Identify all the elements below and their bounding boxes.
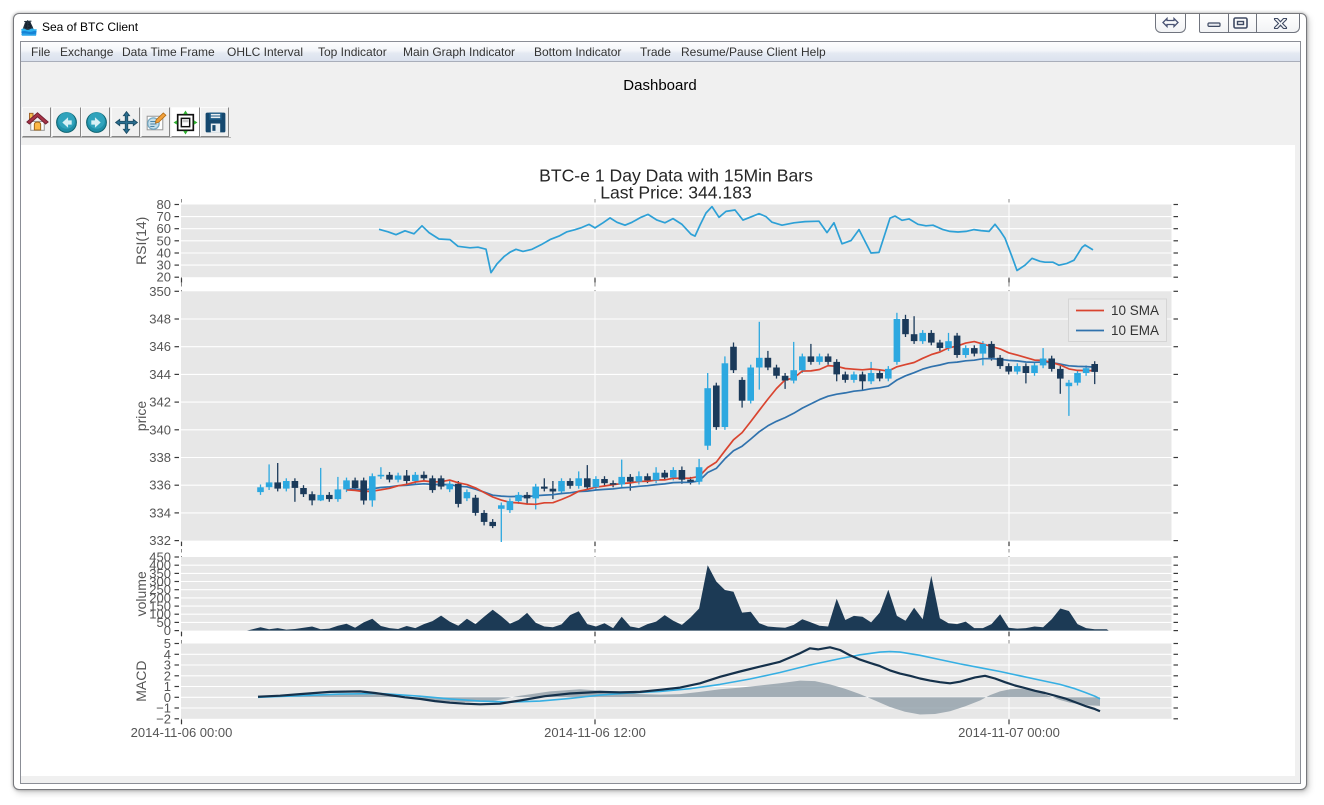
svg-text:1: 1 bbox=[164, 679, 171, 694]
svg-text:450: 450 bbox=[149, 550, 171, 565]
svg-text:2014-11-07 00:00: 2014-11-07 00:00 bbox=[958, 725, 1060, 740]
svg-text:250: 250 bbox=[149, 582, 171, 597]
svg-text:100: 100 bbox=[149, 607, 171, 622]
svg-text:60: 60 bbox=[157, 221, 171, 236]
svg-text:344: 344 bbox=[149, 367, 171, 382]
svg-text:20: 20 bbox=[157, 270, 171, 285]
svg-text:BTC-e 1 Day Data with 15Min Ba: BTC-e 1 Day Data with 15Min Bars bbox=[539, 166, 813, 186]
svg-text:346: 346 bbox=[149, 339, 171, 354]
svg-text:volume: volume bbox=[133, 571, 149, 616]
svg-text:5: 5 bbox=[164, 636, 171, 651]
svg-text:150: 150 bbox=[149, 599, 171, 614]
svg-text:336: 336 bbox=[149, 478, 171, 493]
svg-text:334: 334 bbox=[149, 505, 171, 520]
svg-text:40: 40 bbox=[157, 246, 171, 261]
svg-text:0: 0 bbox=[164, 690, 171, 705]
svg-text:30: 30 bbox=[157, 258, 171, 273]
svg-text:−1: −1 bbox=[156, 701, 171, 716]
svg-text:0: 0 bbox=[164, 623, 171, 638]
svg-text:350: 350 bbox=[149, 566, 171, 581]
svg-text:RSI(14): RSI(14) bbox=[133, 217, 149, 265]
svg-text:332: 332 bbox=[149, 533, 171, 548]
svg-text:70: 70 bbox=[157, 209, 171, 224]
svg-text:300: 300 bbox=[149, 574, 171, 589]
svg-text:50: 50 bbox=[157, 615, 171, 630]
svg-text:4: 4 bbox=[164, 647, 171, 662]
svg-text:2: 2 bbox=[164, 668, 171, 683]
svg-text:338: 338 bbox=[149, 450, 171, 465]
svg-text:50: 50 bbox=[157, 233, 171, 248]
svg-text:342: 342 bbox=[149, 395, 171, 410]
svg-text:3: 3 bbox=[164, 658, 171, 673]
svg-text:B: B bbox=[25, 20, 32, 31]
svg-text:price: price bbox=[133, 401, 149, 432]
svg-text:−2: −2 bbox=[156, 711, 171, 726]
svg-text:MACD: MACD bbox=[133, 660, 149, 701]
svg-text:10 SMA: 10 SMA bbox=[1111, 303, 1159, 318]
svg-text:340: 340 bbox=[149, 422, 171, 437]
svg-text:200: 200 bbox=[149, 590, 171, 605]
svg-text:Last Price: 344.183: Last Price: 344.183 bbox=[600, 183, 752, 203]
svg-text:2014-11-06 12:00: 2014-11-06 12:00 bbox=[544, 725, 646, 740]
svg-text:348: 348 bbox=[149, 312, 171, 327]
svg-text:400: 400 bbox=[149, 558, 171, 573]
svg-text:10 EMA: 10 EMA bbox=[1111, 323, 1159, 338]
svg-text:80: 80 bbox=[157, 197, 171, 212]
svg-text:350: 350 bbox=[149, 284, 171, 299]
svg-text:2014-11-06 00:00: 2014-11-06 00:00 bbox=[131, 725, 233, 740]
